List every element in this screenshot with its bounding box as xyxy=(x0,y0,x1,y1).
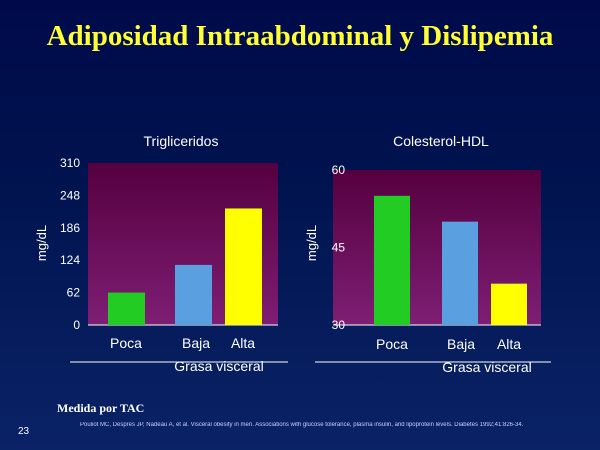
measure-note: Medida por TAC xyxy=(57,401,145,415)
x-axis-label-1: Grasa visceral xyxy=(442,359,531,375)
y-tick-label-0-3: 186 xyxy=(60,221,80,235)
category-label-0-1: Baja xyxy=(182,335,210,351)
y-axis-label-0: mg/dL xyxy=(34,225,49,261)
y-axis-label-1: mg/dL xyxy=(304,225,319,261)
category-label-1-2: Alta xyxy=(497,336,521,352)
y-tick-label-0-4: 248 xyxy=(60,188,80,202)
y-tick-label-0-0: 0 xyxy=(73,318,80,332)
x-axis-label-0: Grasa visceral xyxy=(174,358,263,374)
bar-0-alta xyxy=(225,208,262,325)
bar-1-poca xyxy=(374,195,410,325)
bar-1-alta xyxy=(491,283,527,325)
bar-1-baja xyxy=(442,221,478,325)
category-label-0-2: Alta xyxy=(231,335,255,351)
bar-0-baja xyxy=(175,264,212,325)
chart-title-0: Trigliceridos xyxy=(144,133,219,149)
chart-title-1: Colesterol-HDL xyxy=(393,133,489,149)
category-label-0-0: Poca xyxy=(110,335,142,351)
category-label-1-1: Baja xyxy=(447,336,475,352)
y-tick-label-1-1: 45 xyxy=(332,241,346,255)
citation: Pouliot MC, Despres JP, Nadeau A, et al.… xyxy=(80,422,524,428)
category-label-1-0: Poca xyxy=(376,336,408,352)
y-tick-label-0-1: 62 xyxy=(67,286,81,300)
y-tick-label-0-5: 310 xyxy=(60,156,80,170)
bar-0-poca xyxy=(108,292,145,325)
y-tick-label-1-2: 60 xyxy=(332,163,346,177)
y-tick-label-0-2: 124 xyxy=(60,253,80,267)
slide-title: Adiposidad Intraabdominal y Dislipemia xyxy=(46,20,554,52)
y-tick-label-1-0: 30 xyxy=(332,318,346,332)
slide-number: 23 xyxy=(18,426,30,437)
